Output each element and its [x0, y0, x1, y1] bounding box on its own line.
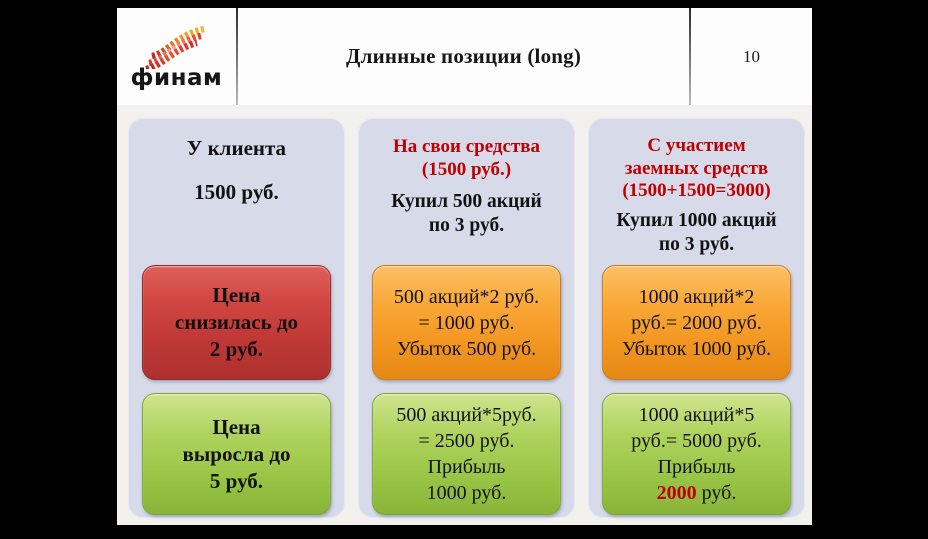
panel-client-header: У клиента 1500 руб. [128, 135, 345, 265]
panel-own-funds: На свои средства (1500 руб.) Купил 500 а… [358, 118, 575, 518]
profit-line: Прибыль [427, 456, 506, 478]
profit-highlight-value: 2000 [656, 482, 697, 504]
own-funds-buy-line: Купил 500 акций [391, 191, 542, 212]
price-down-line: Цена [212, 283, 261, 307]
profit-line: 500 акций*5руб. [396, 404, 537, 426]
slide-content: У клиента 1500 руб. Цена снизилась до 2 … [117, 105, 812, 525]
client-label: У клиента [186, 136, 287, 160]
borrowed-title: С участием [647, 135, 746, 156]
loss-line: руб.= 2000 руб. [631, 311, 762, 334]
loss-line: 1000 акций*2 [638, 285, 755, 308]
finam-logo-swoosh-icon [144, 25, 205, 69]
profit-line: 1000 акций*5 [638, 404, 755, 426]
borrowed-buy-line: по 3 руб. [658, 233, 735, 255]
panel-own-funds-header: На свои средства (1500 руб.) Купил 500 а… [358, 135, 575, 265]
price-up-line: 5 руб. [209, 468, 264, 493]
profit-highlight-suffix: руб. [696, 482, 737, 504]
own-funds-title: На свои средства [392, 136, 541, 157]
loss-line: Убыток 1000 руб. [621, 337, 772, 360]
loss-line: Убыток 500 руб. [396, 337, 537, 360]
slide-header: финам Длинные позиции (long) 10 [117, 8, 812, 105]
borrowed-title: заемных средств [624, 157, 769, 179]
page-number: 10 [743, 46, 760, 66]
profit-line: Прибыль [657, 456, 736, 478]
slide-title: Длинные позиции (long) [345, 44, 582, 68]
own-funds-loss-box: 500 акций*2 руб. = 1000 руб. Убыток 500 … [372, 265, 561, 380]
logo-cell: финам [117, 8, 238, 105]
own-funds-buy-line: по 3 руб. [428, 215, 505, 236]
client-amount: 1500 руб. [194, 180, 279, 204]
loss-line: = 1000 руб. [418, 311, 515, 334]
presentation-slide: финам Длинные позиции (long) 10 У клиент… [117, 8, 812, 525]
columns-row: У клиента 1500 руб. Цена снизилась до 2 … [128, 118, 805, 518]
price-up-line: выросла до [182, 441, 291, 466]
price-down-line: снизилась до [174, 310, 299, 334]
profit-line: 1000 руб. [426, 482, 507, 504]
price-down-box: Цена снизилась до 2 руб. [142, 265, 331, 380]
title-cell: Длинные позиции (long) [238, 8, 689, 105]
price-up-box: Цена выросла до 5 руб. [142, 393, 331, 515]
panel-borrowed-funds-header: С участием заемных средств (1500+1500=30… [588, 135, 805, 265]
profit-line: руб.= 5000 руб. [631, 430, 762, 452]
page-number-cell: 10 [689, 8, 812, 105]
finam-logo-text: финам [130, 65, 223, 91]
borrowed-loss-box: 1000 акций*2 руб.= 2000 руб. Убыток 1000… [602, 265, 791, 380]
borrowed-profit-box: 1000 акций*5 руб.= 5000 руб. Прибыль 200… [602, 393, 791, 515]
price-up-line: Цена [212, 414, 261, 439]
borrowed-buy-line: Купил 1000 акций [616, 209, 777, 231]
own-funds-amount: (1500 руб.) [421, 159, 512, 180]
profit-line: = 2500 руб. [418, 430, 515, 452]
loss-line: 500 акций*2 руб. [393, 285, 540, 308]
profit-highlight-line: 2000 руб. [603, 480, 790, 506]
borrowed-amount: (1500+1500=3000) [622, 180, 771, 201]
panel-client: У клиента 1500 руб. Цена снизилась до 2 … [128, 118, 345, 518]
panel-borrowed-funds: С участием заемных средств (1500+1500=30… [588, 118, 805, 518]
own-funds-profit-box: 500 акций*5руб. = 2500 руб. Прибыль 1000… [372, 393, 561, 515]
price-down-line: 2 руб. [209, 337, 264, 361]
